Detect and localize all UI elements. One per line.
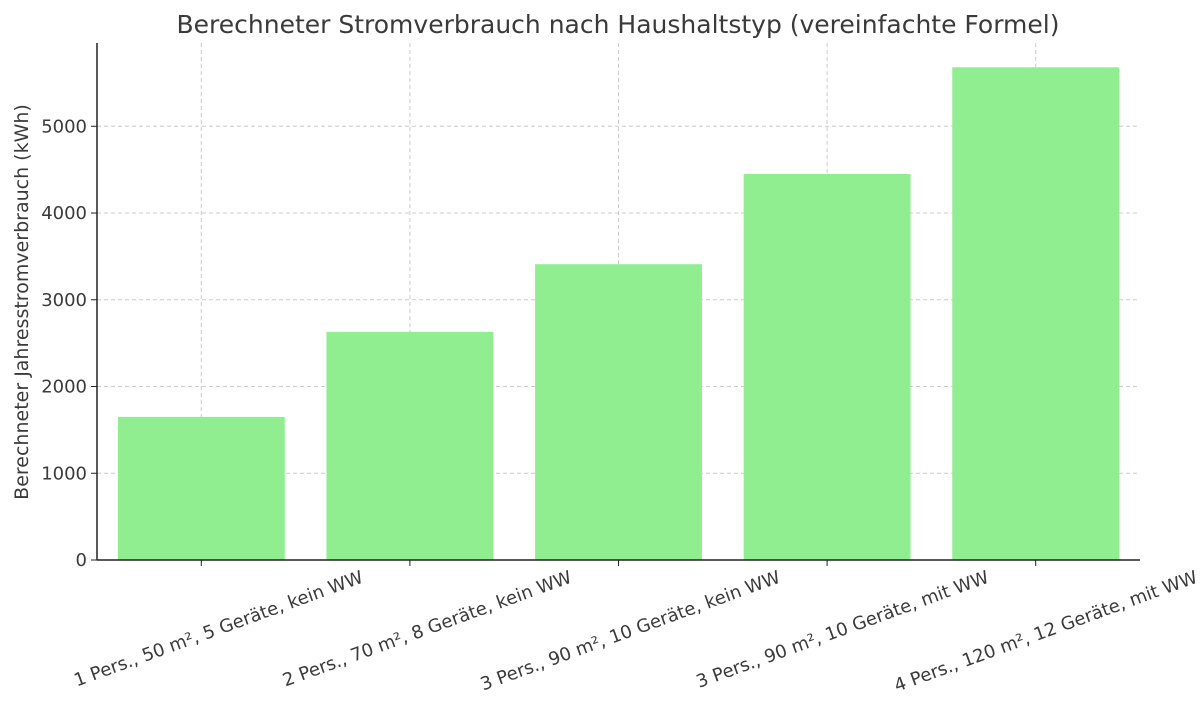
- y-tick-labels: 0 1000 2000 3000 4000 5000: [41, 116, 97, 571]
- y-tick-label: 2000: [41, 377, 87, 398]
- y-tick-label: 0: [76, 550, 87, 571]
- bars: [117, 67, 1120, 561]
- y-tick-label: 5000: [41, 116, 87, 137]
- bar: [535, 264, 702, 560]
- y-tick-label: 4000: [41, 203, 87, 224]
- y-axis-label: Berechneter Jahresstromverbrauch (kWh): [11, 104, 33, 500]
- chart-title: Berechneter Stromverbrauch nach Haushalt…: [177, 10, 1060, 39]
- x-tick-labels: 1 Pers., 50 m², 5 Geräte, kein WW2 Pers.…: [71, 560, 1200, 697]
- bar: [117, 416, 285, 560]
- bar: [952, 67, 1120, 561]
- y-tick-label: 3000: [41, 290, 87, 311]
- bar: [743, 173, 911, 560]
- bar: [326, 331, 494, 560]
- y-tick-label: 1000: [41, 463, 87, 484]
